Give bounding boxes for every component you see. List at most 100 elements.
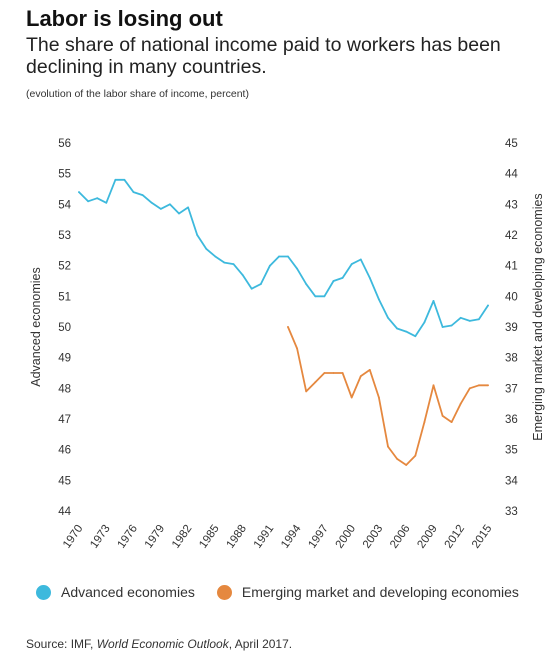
data-point-advanced [141, 194, 144, 197]
x-tick-label: 2009 [415, 523, 440, 551]
y-tick-right: 38 [505, 353, 518, 365]
chart-title: Labor is losing out [26, 6, 223, 31]
data-point-emerging [332, 372, 335, 374]
data-point-emerging [287, 326, 289, 328]
y-tick-left: 56 [58, 138, 71, 150]
data-point-advanced [368, 277, 371, 279]
data-point-advanced [287, 255, 289, 258]
data-point-emerging [387, 445, 389, 448]
data-point-advanced [78, 191, 80, 194]
data-point-advanced [96, 197, 99, 200]
data-point-advanced [278, 255, 280, 258]
x-tick-label: 1994 [279, 522, 304, 550]
data-point-emerging [423, 421, 426, 423]
y-axis-label-right: Emerging market and developing economies [531, 193, 545, 440]
data-point-emerging [368, 369, 371, 371]
y-tick-left: 47 [58, 414, 71, 426]
legend-label-emerging: Emerging market and developing economies [241, 584, 519, 600]
y-tick-left: 53 [58, 230, 71, 242]
data-point-advanced [314, 295, 317, 298]
data-point-advanced [414, 335, 417, 338]
data-point-emerging [441, 415, 444, 417]
data-point-advanced [323, 295, 326, 298]
y-tick-left: 46 [58, 445, 71, 457]
x-tick-label: 1991 [252, 523, 277, 551]
data-point-advanced [269, 264, 271, 267]
data-point-advanced [305, 283, 308, 285]
y-tick-right: 39 [505, 322, 518, 334]
data-point-advanced [232, 263, 235, 265]
legend-swatch-advanced [36, 584, 51, 600]
data-point-advanced [405, 330, 408, 333]
data-point-advanced [459, 316, 462, 319]
x-tick-label: 1997 [306, 523, 331, 551]
data-point-advanced [87, 200, 89, 203]
data-point-advanced [332, 280, 335, 282]
data-point-emerging [396, 458, 398, 460]
y-tick-right: 37 [505, 383, 518, 395]
data-point-advanced [441, 326, 444, 328]
data-point-advanced [114, 178, 117, 181]
data-point-advanced [396, 327, 398, 330]
y-tick-left: 52 [58, 261, 71, 273]
data-point-emerging [487, 384, 489, 387]
data-point-advanced [259, 283, 262, 285]
y-tick-right: 35 [505, 445, 518, 457]
x-tick-label: 1988 [225, 523, 250, 551]
line-chart: 44 45 46 47 48 49 50 51 52 53 54 55 56 33 34 35 36 37 38 39… [29, 138, 545, 551]
x-tick-label: 2006 [388, 523, 413, 551]
source-note: Source: IMF, World Economic Outlook, Apr… [26, 637, 292, 651]
data-point-advanced [150, 201, 153, 204]
x-tick-label: 1982 [170, 523, 195, 551]
chart-note: (evolution of the labor share of income,… [26, 88, 249, 100]
x-tick-label: 1985 [197, 523, 222, 551]
y-tick-right: 42 [505, 230, 518, 242]
data-point-advanced [378, 298, 380, 301]
data-point-advanced [387, 316, 389, 319]
series-line-advanced [78, 178, 489, 338]
data-point-emerging [432, 384, 435, 387]
data-point-advanced [450, 324, 453, 327]
data-point-emerging [341, 372, 344, 374]
data-point-emerging [468, 387, 471, 390]
x-tick-label: 2000 [334, 523, 359, 551]
data-point-advanced [214, 255, 217, 258]
legend-item-emerging: Emerging market and developing economies [216, 584, 519, 600]
y-tick-right: 40 [505, 291, 518, 303]
x-tick-label: 1976 [115, 523, 140, 551]
data-point-advanced [105, 201, 108, 204]
y-axis-label-left: Advanced economies [29, 267, 43, 387]
data-point-advanced [241, 274, 244, 276]
data-point-advanced [223, 261, 226, 264]
data-point-advanced [132, 191, 135, 194]
data-point-advanced [187, 206, 190, 209]
chart-subtitle: The share of national income paid to wor… [26, 34, 501, 78]
x-tick-label: 1979 [143, 523, 168, 551]
source-publication: World Economic Outlook [96, 637, 229, 651]
x-tick-label: 1970 [61, 523, 86, 551]
y-tick-right: 33 [505, 506, 518, 518]
legend-label-advanced: Advanced economies [61, 584, 195, 600]
y-tick-right: 41 [505, 261, 518, 273]
data-point-emerging [359, 375, 362, 377]
y-tick-left: 49 [58, 353, 71, 365]
y-tick-left: 45 [58, 475, 71, 487]
data-point-advanced [341, 277, 344, 279]
data-point-emerging [414, 454, 417, 457]
data-point-advanced [159, 208, 162, 210]
y-tick-right: 43 [505, 199, 518, 211]
data-point-advanced [169, 203, 171, 206]
data-point-advanced [359, 258, 362, 261]
data-point-advanced [296, 267, 298, 270]
x-tick-label: 2015 [470, 523, 495, 551]
data-point-advanced [423, 321, 426, 324]
data-point-emerging [314, 381, 317, 384]
data-point-advanced [205, 247, 208, 250]
y-tick-right: 45 [505, 138, 518, 150]
data-point-emerging [405, 464, 408, 466]
legend-item-advanced: Advanced economies [36, 584, 195, 600]
data-point-advanced [196, 234, 199, 236]
y-tick-left: 51 [58, 291, 71, 303]
y-tick-right: 44 [505, 169, 518, 181]
source-suffix: , April 2017. [228, 637, 293, 651]
